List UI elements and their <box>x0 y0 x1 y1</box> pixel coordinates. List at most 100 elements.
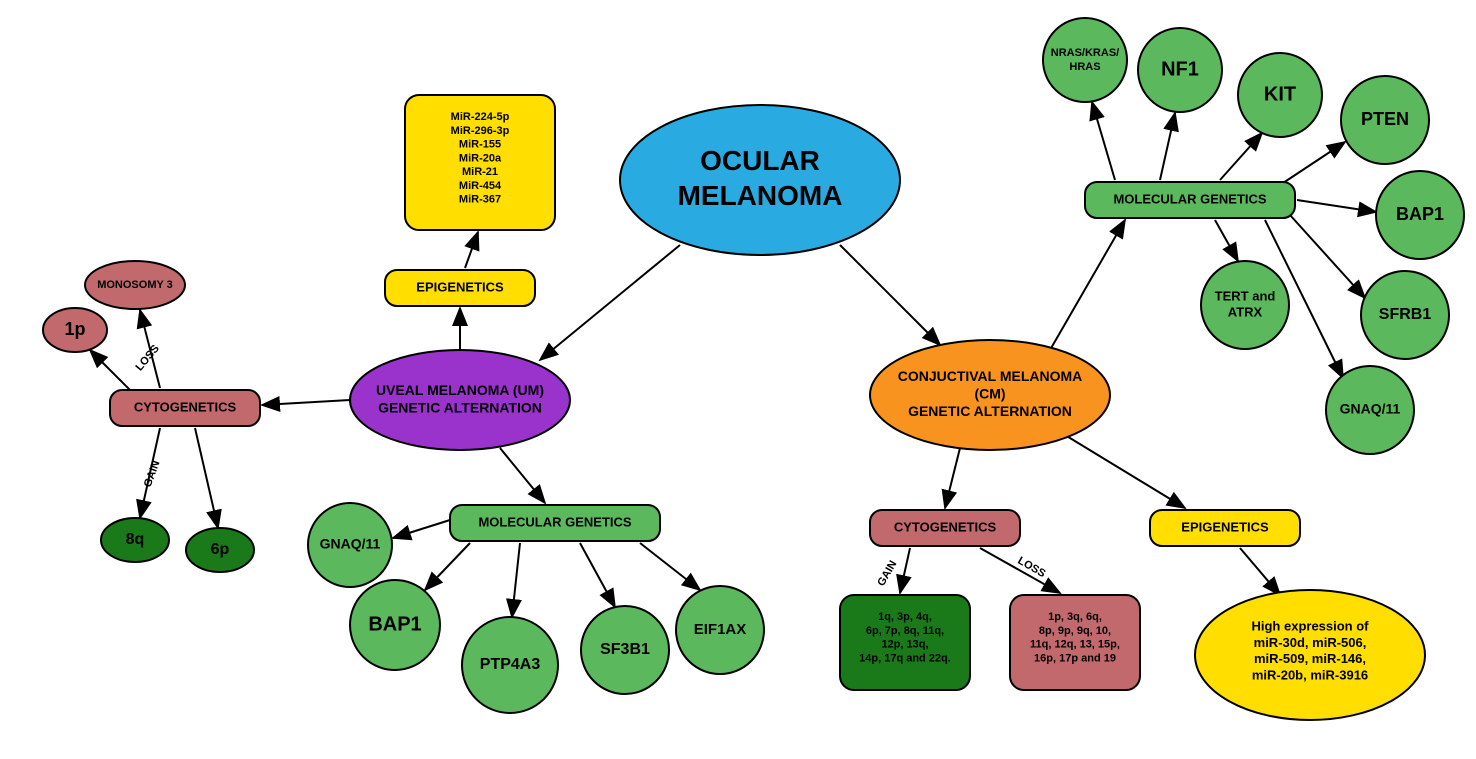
node-cm_molgen: MOLECULAR GENETICS <box>1085 182 1295 218</box>
node-cm_epi_list-line0: High expression of <box>1251 619 1369 634</box>
node-um_epi-line0: EPIGENETICS <box>416 279 504 294</box>
node-cm_epi_list: High expression ofmiR-30d, miR-506,miR-5… <box>1195 590 1425 720</box>
node-cm_tert: TERT and ATRX <box>1201 261 1289 349</box>
node-cm_bap1: BAP1 <box>1376 171 1464 259</box>
edge-cm-cm_molgen <box>1050 220 1125 350</box>
node-um_sf3b1-line0: SF3B1 <box>600 641 650 658</box>
node-cm_epi-line0: EPIGENETICS <box>1181 519 1269 534</box>
edge-um_molgen-um_eif1ax <box>640 543 700 590</box>
node-um_epi: EPIGENETICS <box>385 270 535 306</box>
node-cm-line0: CONJUCTIVAL MELANOMA <box>898 368 1083 384</box>
edge-cm-cm_epi <box>1065 435 1185 508</box>
node-cm_gain_box-line2: 12p, 13q, <box>881 639 928 651</box>
node-um_bap1-line0: BAP1 <box>368 613 421 635</box>
node-cm_kit: KIT <box>1238 53 1322 137</box>
node-cm_gain_box-line3: 14p, 17q and 22q. <box>859 652 951 664</box>
node-um_1p-line0: 1p <box>64 319 85 339</box>
edge-um_molgen-um_sf3b1 <box>580 543 615 607</box>
node-cm_loss_box-line0: 1p, 3q, 6q, <box>1048 611 1102 623</box>
node-cm_epi_list-line2: miR-509, miR-146, <box>1254 651 1366 666</box>
node-cm_nras-line1: HRAS <box>1069 61 1100 73</box>
edge-um_epi-um_epi_list <box>465 232 478 268</box>
node-um_epi_list-line2: MiR-155 <box>459 139 501 151</box>
node-cm_loss_box-line3: 16p, 17p and 19 <box>1034 652 1116 664</box>
edge-um-um_molgen <box>500 448 545 503</box>
node-um_cyto: CYTOGENETICS <box>110 390 260 426</box>
node-cm_cyto-line0: CYTOGENETICS <box>894 519 997 534</box>
edge-label-um_cyto-um_mono3: LOSS <box>133 343 161 374</box>
node-um_molgen-line0: MOLECULAR GENETICS <box>478 514 631 529</box>
node-um_epi_list-line6: MiR-367 <box>459 194 501 206</box>
node-cm_nras: NRAS/KRAS/HRAS <box>1043 18 1127 102</box>
node-um_epi_list-line3: MiR-20a <box>459 152 502 164</box>
node-um_gnaq: GNAQ/11 <box>308 503 392 587</box>
node-um_epi_list-line5: MiR-454 <box>459 180 502 192</box>
edge-label-cm_cyto-cm_gain_box: GAIN <box>875 559 899 589</box>
node-um_mono3-line0: MONOSOMY 3 <box>97 279 173 291</box>
node-um_cyto-line0: CYTOGENETICS <box>134 399 237 414</box>
node-um-line1: GENETIC ALTERNATION <box>378 399 542 415</box>
edge-cm_molgen-cm_nf1 <box>1160 113 1175 180</box>
node-cm_pten-line0: PTEN <box>1361 109 1409 129</box>
node-um_8q: 8q <box>101 518 169 562</box>
edge-cm_cyto-cm_loss_box <box>980 548 1060 593</box>
node-cm_gain_box-line1: 6p, 7p, 8q, 11q, <box>866 625 944 637</box>
edge-um_molgen-um_ptp4a3 <box>512 543 520 617</box>
node-um_6p-line0: 6p <box>211 541 230 558</box>
node-cm_sfrb1: SFRB1 <box>1361 271 1449 359</box>
node-um_eif1ax-line0: EIF1AX <box>694 621 747 638</box>
node-cm_epi: EPIGENETICS <box>1150 510 1300 546</box>
node-um_epi_list-line4: MiR-21 <box>462 166 498 178</box>
node-cm_nf1-line0: NF1 <box>1161 58 1199 80</box>
node-cm_loss_box-line2: 11q, 12q, 13, 15p, <box>1030 639 1120 651</box>
node-cm_pten: PTEN <box>1341 76 1429 164</box>
edge-label-um_cyto-um_8q: GAIN <box>142 459 163 489</box>
node-cm-line1: (CM) <box>974 386 1005 402</box>
node-cm_kit-line0: KIT <box>1264 83 1296 105</box>
node-cm_loss_box: 1p, 3q, 6q, 8p, 9p, 9q, 10, 11q, 12q, 13, … <box>1010 595 1140 690</box>
edge-um_cyto-um_1p <box>90 350 130 390</box>
edge-cm_molgen-cm_tert <box>1215 220 1238 261</box>
node-root-line1: MELANOMA <box>678 180 843 211</box>
node-um: UVEAL MELANOMA (UM)GENETIC ALTERNATION <box>350 350 570 450</box>
node-cm_tert-line0: TERT and <box>1215 288 1276 303</box>
node-cm_gnaq-line0: GNAQ/11 <box>1340 401 1401 417</box>
node-um-line0: UVEAL MELANOMA (UM) <box>376 382 544 398</box>
node-cm-line2: GENETIC ALTERNATION <box>908 403 1072 419</box>
edge-cm_molgen-cm_nras <box>1092 102 1115 180</box>
edge-cm_molgen-cm_kit <box>1220 133 1262 180</box>
node-cm_gain_box-line0: 1q, 3p, 4q, <box>878 611 932 623</box>
node-root: OCULARMELANOMA <box>620 105 900 255</box>
node-um_6p: 6p <box>186 528 254 572</box>
node-cm_loss_box-line1: 8p, 9p, 9q, 10, <box>1039 625 1111 637</box>
node-um_gnaq-line0: GNAQ/11 <box>320 536 381 552</box>
edge-cm_molgen-cm_sfrb1 <box>1290 215 1365 298</box>
edge-um_molgen-um_bap1 <box>425 543 470 590</box>
node-um_8q-line0: 8q <box>126 531 145 548</box>
edge-cm-cm_cyto <box>945 448 960 508</box>
edge-um_molgen-um_gnaq <box>393 520 450 538</box>
node-cm_sfrb1-line0: SFRB1 <box>1379 306 1432 323</box>
node-um_sf3b1: SF3B1 <box>581 606 669 694</box>
node-cm_cyto: CYTOGENETICS <box>870 510 1020 546</box>
node-cm_bap1-line0: BAP1 <box>1396 204 1444 224</box>
node-cm_tert-line1: ATRX <box>1228 305 1263 320</box>
node-um_epi_list-line1: MiR-296-3p <box>451 125 510 137</box>
node-um_mono3: MONOSOMY 3 <box>85 261 185 309</box>
node-um_1p: 1p <box>43 308 107 352</box>
node-um_epi_list-line0: MiR-224-5p <box>451 111 510 123</box>
edge-cm_epi-cm_epi_list <box>1240 548 1280 595</box>
edge-cm_cyto-cm_gain_box <box>900 548 910 593</box>
node-cm_nras-line0: NRAS/KRAS/ <box>1051 47 1119 59</box>
edge-cm_molgen-cm_bap1 <box>1297 200 1376 212</box>
nodes-layer: OCULARMELANOMAUVEAL MELANOMA (UM)GENETIC… <box>43 18 1464 720</box>
node-um_ptp4a3: PTP4A3 <box>462 617 558 713</box>
edge-root-cm <box>840 245 940 345</box>
node-um_bap1: BAP1 <box>350 580 440 670</box>
node-cm: CONJUCTIVAL MELANOMA (CM)GENETIC ALTERNAT… <box>870 340 1110 450</box>
edge-um-um_cyto <box>262 400 350 405</box>
node-um_ptp4a3-line0: PTP4A3 <box>480 656 541 673</box>
edge-um_cyto-um_6p <box>195 428 218 528</box>
node-cm_epi_list-line1: miR-30d, miR-506, <box>1254 635 1367 650</box>
node-cm_molgen-line0: MOLECULAR GENETICS <box>1113 191 1266 206</box>
